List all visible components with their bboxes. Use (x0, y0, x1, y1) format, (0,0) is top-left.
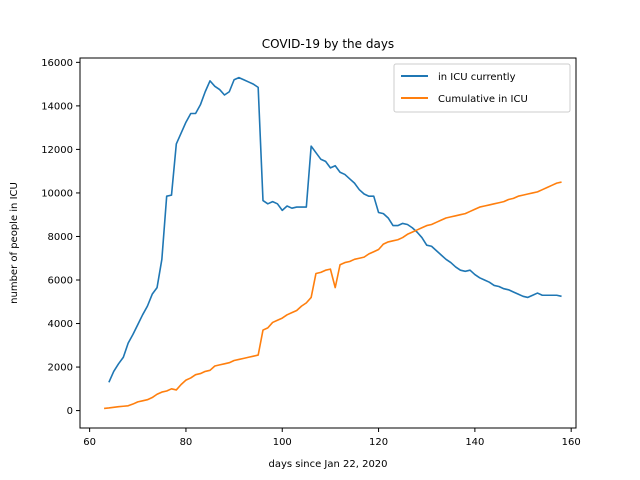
x-tick-label: 160 (562, 437, 581, 448)
y-tick-label: 10000 (41, 188, 73, 199)
y-axis-label: number of people in ICU (9, 182, 20, 304)
x-tick-label: 140 (465, 437, 484, 448)
legend-entry-cumulative-in-icu: Cumulative in ICU (438, 94, 528, 105)
y-tick-label: 16000 (41, 58, 73, 69)
legend-box (393, 63, 571, 113)
legend: in ICU currently Cumulative in ICU (393, 63, 571, 113)
y-tick-label: 2000 (48, 363, 73, 374)
x-tick-label: 120 (369, 437, 388, 448)
series-line-in-icu-currently (108, 76, 562, 383)
legend-entry-in-icu-currently: in ICU currently (438, 72, 516, 83)
y-axis-ticks: 0 2000 4000 6000 8000 10000 12000 14000 16000 (41, 58, 80, 417)
y-tick-label: 0 (67, 406, 73, 417)
y-tick-label: 8000 (48, 232, 73, 243)
y-tick-label: 6000 (48, 276, 73, 287)
x-tick-label: 100 (273, 437, 292, 448)
chart-title: COVID-19 by the days (262, 37, 394, 51)
x-tick-label: 80 (180, 437, 193, 448)
y-tick-label: 4000 (48, 319, 73, 330)
series-line-cumulative-in-icu (104, 181, 562, 410)
x-axis-ticks: 60 80 100 120 140 160 (83, 428, 581, 448)
plot-frame (79, 57, 577, 429)
x-axis-label: days since Jan 22, 2020 (268, 459, 387, 470)
y-tick-label: 14000 (41, 101, 73, 112)
x-tick-label: 60 (83, 437, 96, 448)
series-lines (104, 76, 562, 410)
y-tick-label: 12000 (41, 145, 73, 156)
